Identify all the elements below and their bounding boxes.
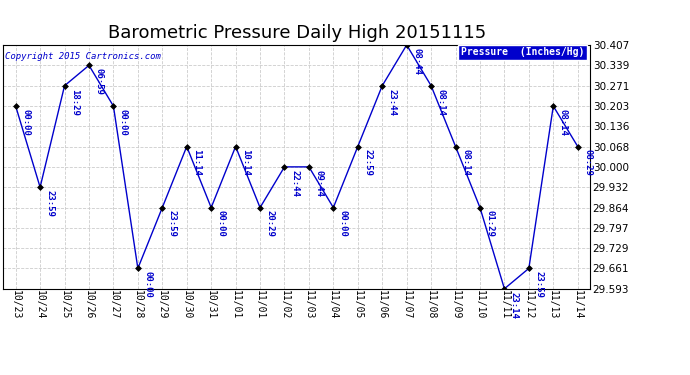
Text: 23:14: 23:14 [510, 291, 519, 318]
Text: 23:59: 23:59 [168, 210, 177, 237]
Text: 08:14: 08:14 [461, 149, 470, 176]
Text: 06:59: 06:59 [95, 68, 103, 95]
Text: 08:44: 08:44 [412, 48, 421, 75]
Text: 23:59: 23:59 [535, 271, 544, 298]
Text: 18:29: 18:29 [70, 88, 79, 116]
Text: 22:59: 22:59 [364, 149, 373, 176]
Text: 10:14: 10:14 [241, 149, 250, 176]
Text: 00:00: 00:00 [144, 271, 152, 298]
Text: 00:00: 00:00 [119, 109, 128, 136]
Text: 09:44: 09:44 [315, 170, 324, 196]
Text: Pressure  (Inches/Hg): Pressure (Inches/Hg) [461, 48, 584, 57]
Text: Copyright 2015 Cartronics.com: Copyright 2015 Cartronics.com [5, 53, 161, 61]
Title: Barometric Pressure Daily High 20151115: Barometric Pressure Daily High 20151115 [108, 24, 486, 42]
Text: 00:00: 00:00 [339, 210, 348, 237]
Text: 08:29: 08:29 [583, 149, 592, 176]
Text: 23:44: 23:44 [388, 88, 397, 116]
Text: 20:29: 20:29 [266, 210, 275, 237]
Text: 00:00: 00:00 [217, 210, 226, 237]
Text: 22:44: 22:44 [290, 170, 299, 196]
Text: 08:14: 08:14 [559, 109, 568, 136]
Text: 08:14: 08:14 [437, 88, 446, 116]
Text: 11:14: 11:14 [193, 149, 201, 176]
Text: 00:00: 00:00 [21, 109, 30, 136]
Text: 01:29: 01:29 [486, 210, 495, 237]
Text: 23:59: 23:59 [46, 190, 55, 217]
